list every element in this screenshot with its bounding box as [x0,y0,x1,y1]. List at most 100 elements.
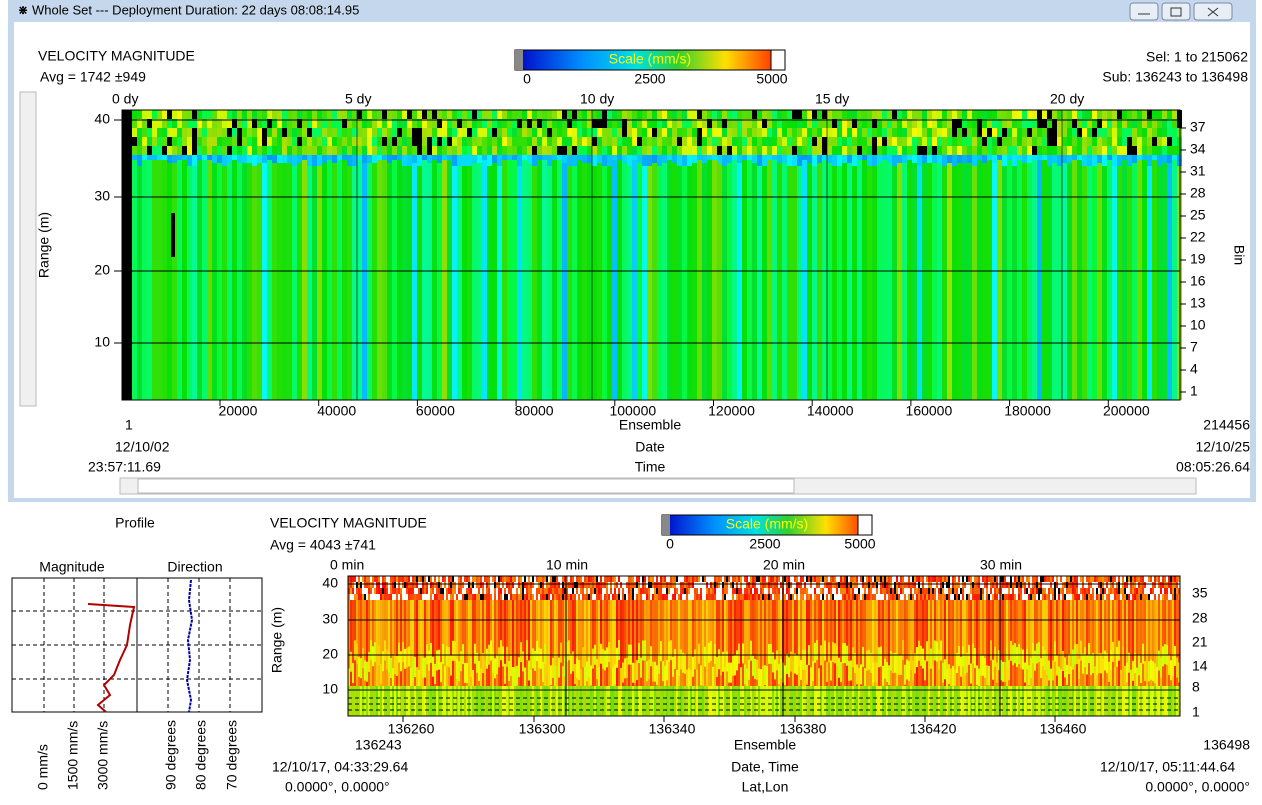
heat-cell [672,128,677,137]
x-tick-label: 136420 [910,721,957,737]
heat-column [447,160,452,400]
heat-cell [1064,594,1066,600]
scroll-thumb[interactable] [138,479,794,493]
heat-cell [567,128,572,137]
heat-cell [356,644,358,664]
heat-cell [752,128,757,137]
heat-cell [682,588,684,594]
heat-cell [1094,576,1096,582]
heat-cell [842,594,844,600]
heat-cell [920,576,922,582]
heat-cell [400,594,402,600]
heat-cell [374,582,376,588]
heat-cell [836,594,838,600]
heat-cell [826,576,828,582]
heat-cell [467,110,472,119]
heat-cell [856,582,858,588]
bin-tick-label: 8 [1192,679,1200,695]
heat-cell [872,663,874,683]
heat-cell [796,594,798,600]
heat-cell [252,154,257,166]
heat-cell [952,594,954,600]
heat-cell [980,588,982,594]
heat-cell [1117,128,1122,137]
heat-cell [990,588,992,594]
heat-cell [940,594,942,600]
heat-cell [607,146,612,155]
heat-cell [282,146,287,155]
heat-cell [902,640,904,660]
heat-cell [1104,594,1106,600]
heat-cell [510,656,512,676]
heat-cell [562,588,564,594]
heat-cell [1107,110,1112,119]
heat-cell [912,576,914,582]
heat-cell [1116,647,1118,667]
heat-cell [620,576,622,582]
heat-cell [684,654,686,674]
heat-cell [764,588,766,594]
heat-cell [536,594,538,600]
heat-cell [1162,137,1167,146]
heat-column [468,600,470,686]
heat-column [842,600,844,686]
heat-cell [838,576,840,582]
heat-cell [507,146,512,155]
bin-tick-label: 14 [1192,658,1208,674]
heat-cell [746,594,748,600]
heat-column [798,600,800,686]
heat-cell [954,588,956,594]
heat-cell [1046,582,1048,588]
heat-cell [422,658,424,678]
heat-cell [1066,582,1068,588]
heat-cell [676,594,678,600]
heat-cell [878,582,880,588]
minimize-button[interactable] [1130,3,1158,20]
vertical-scrollbar[interactable] [20,92,36,406]
heat-cell [378,588,380,594]
heat-cell [1044,576,1046,582]
heat-cell [1086,594,1088,600]
heat-cell [860,588,862,594]
heat-cell [1052,588,1054,594]
heat-cell [586,594,588,600]
heat-cell [1032,582,1034,588]
heat-cell [406,576,408,582]
heat-cell [452,588,454,594]
heat-cell [972,588,974,594]
heat-cell [678,588,680,594]
heat-cell [488,588,490,594]
heat-column [307,160,312,400]
heat-cell [602,582,604,588]
heat-cell [567,110,572,119]
heat-cell [726,582,728,588]
heat-cell [764,594,766,600]
heat-cell [752,594,754,600]
heat-cell [957,128,962,137]
heat-cell [422,594,424,600]
heat-cell [924,582,926,588]
heat-cell [864,588,866,594]
heat-cell [352,128,357,137]
heat-cell [966,582,968,588]
heat-cell [552,146,557,155]
heat-cell [700,576,702,582]
heat-cell [502,588,504,594]
heat-cell [402,137,407,146]
heat-cell [924,660,926,680]
heat-cell [926,576,928,582]
heat-cell [360,576,362,582]
heat-cell [387,146,392,155]
heat-cell [728,588,730,594]
maximize-button[interactable] [1162,3,1190,20]
heat-cell [970,664,972,684]
heat-cell [800,660,802,680]
heat-cell [602,594,604,600]
colorbar-label: Scale (mm/s) [726,516,808,532]
heat-cell [616,648,618,668]
heat-cell [667,137,672,146]
heat-cell [868,576,870,582]
heat-cell [577,128,582,137]
heat-column [706,600,708,686]
heat-cell [1154,582,1156,588]
